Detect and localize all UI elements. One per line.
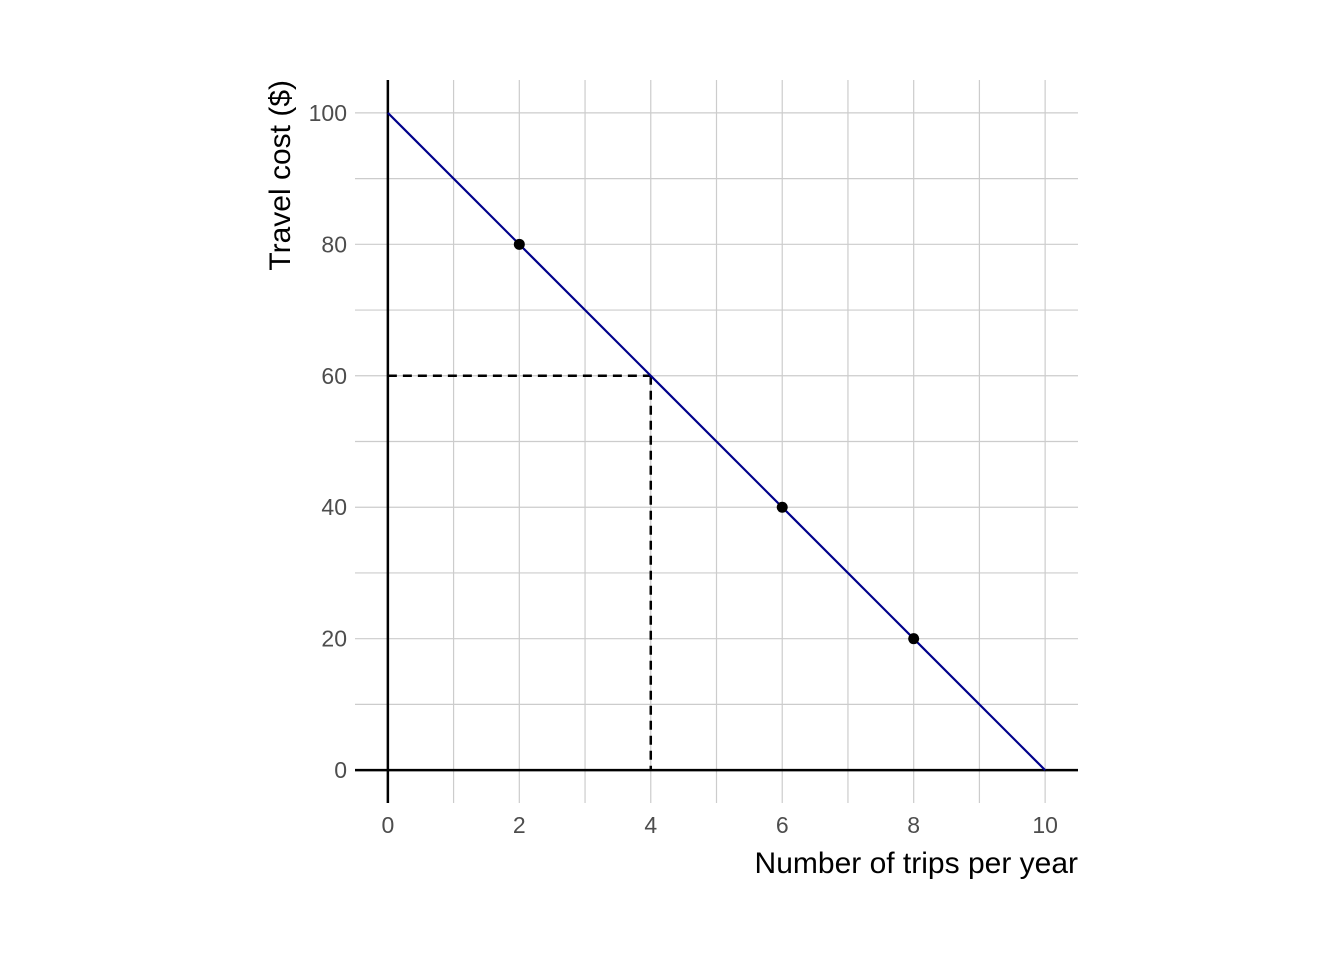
y-axis-title: Travel cost ($)	[264, 80, 297, 271]
y-tick-label: 80	[321, 231, 347, 257]
demand-line	[387, 112, 1046, 771]
axes-layer	[355, 80, 1078, 803]
points-layer	[513, 238, 920, 645]
data-point	[513, 238, 525, 250]
y-tick-label: 60	[321, 363, 347, 389]
y-tick-label: 100	[309, 100, 347, 126]
y-tick-label: 40	[321, 494, 347, 520]
reference-lines-layer	[387, 374, 653, 771]
x-tick-label: 8	[907, 812, 920, 838]
data-point	[776, 501, 788, 513]
y-tick-label: 0	[334, 757, 347, 783]
y-tick-label: 20	[321, 626, 347, 652]
series-layer	[387, 112, 1046, 771]
x-axis-title: Number of trips per year	[755, 847, 1078, 880]
x-tick-label: 6	[776, 812, 789, 838]
x-tick-label: 10	[1032, 812, 1058, 838]
data-point	[908, 633, 920, 645]
x-tick-label: 4	[644, 812, 657, 838]
x-tick-label: 0	[381, 812, 394, 838]
x-tick-label: 2	[513, 812, 526, 838]
